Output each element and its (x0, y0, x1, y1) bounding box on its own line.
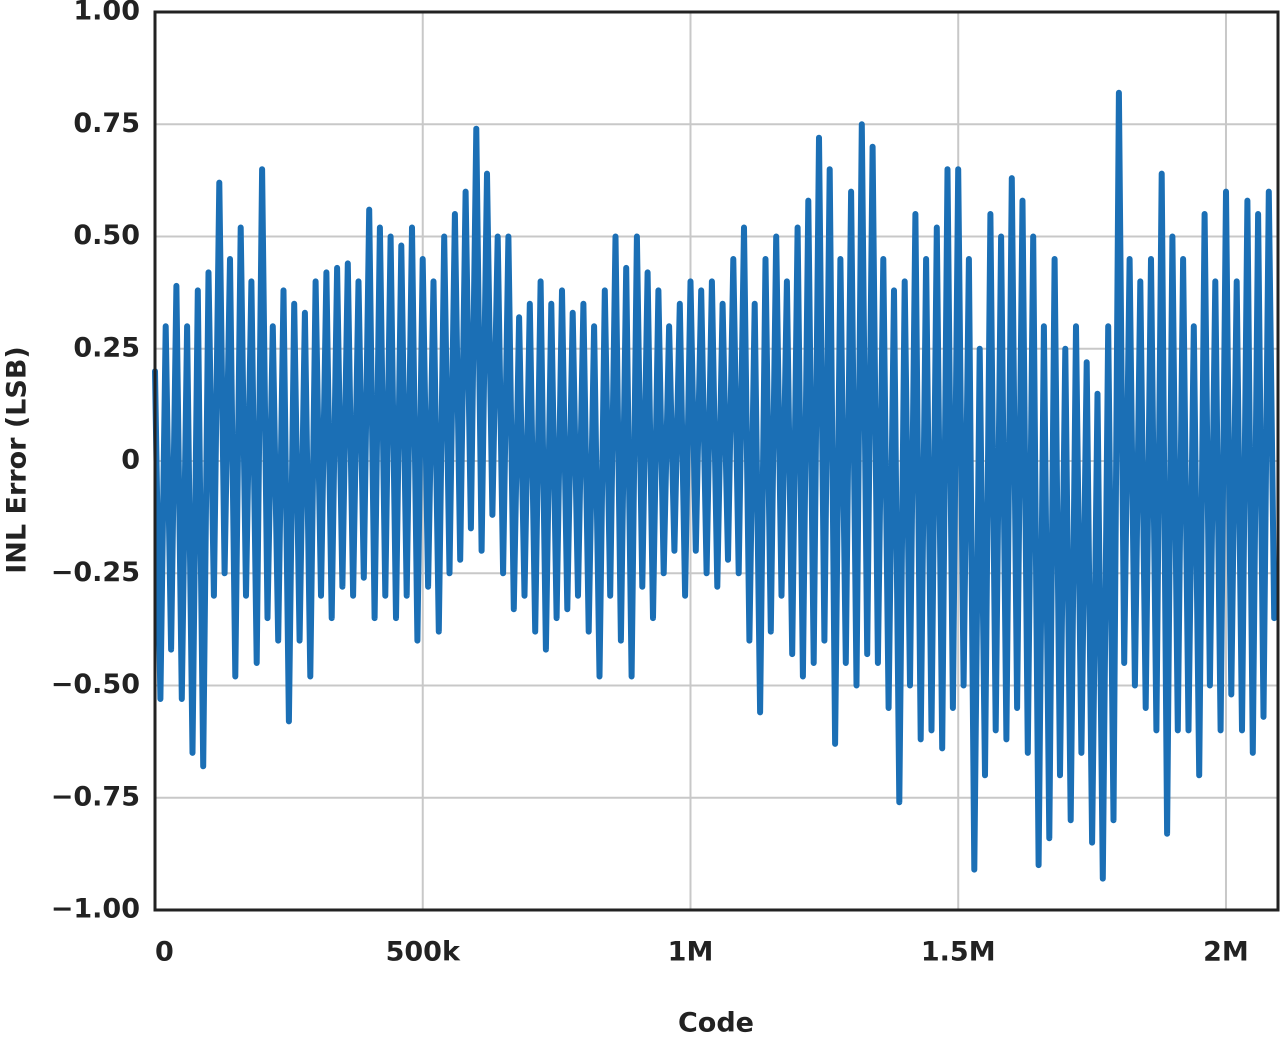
x-tick-label: 500k (386, 937, 461, 968)
y-tick-label: 0.75 (73, 108, 140, 139)
y-tick-label: −0.50 (51, 669, 140, 700)
x-tick-label: 1M (668, 937, 714, 968)
data-line (152, 89, 1278, 882)
y-tick-label: −0.75 (51, 781, 140, 812)
plot-frame (153, 10, 1280, 912)
y-tick-label: −1.00 (51, 894, 140, 925)
x-tick-label: 0 (155, 937, 174, 968)
y-axis-label: INL Error (LSB) (2, 346, 33, 574)
y-tick-label: −0.25 (51, 557, 140, 588)
y-tick-label: 0 (121, 445, 140, 476)
x-axis-label: Code (678, 1008, 754, 1039)
y-tick-label: 0.50 (73, 220, 140, 251)
x-tick-label: 2M (1203, 937, 1249, 968)
y-tick-label: 0.25 (73, 332, 140, 363)
y-tick-label: 1.00 (73, 0, 140, 27)
x-tick-label: 1.5M (921, 937, 996, 968)
